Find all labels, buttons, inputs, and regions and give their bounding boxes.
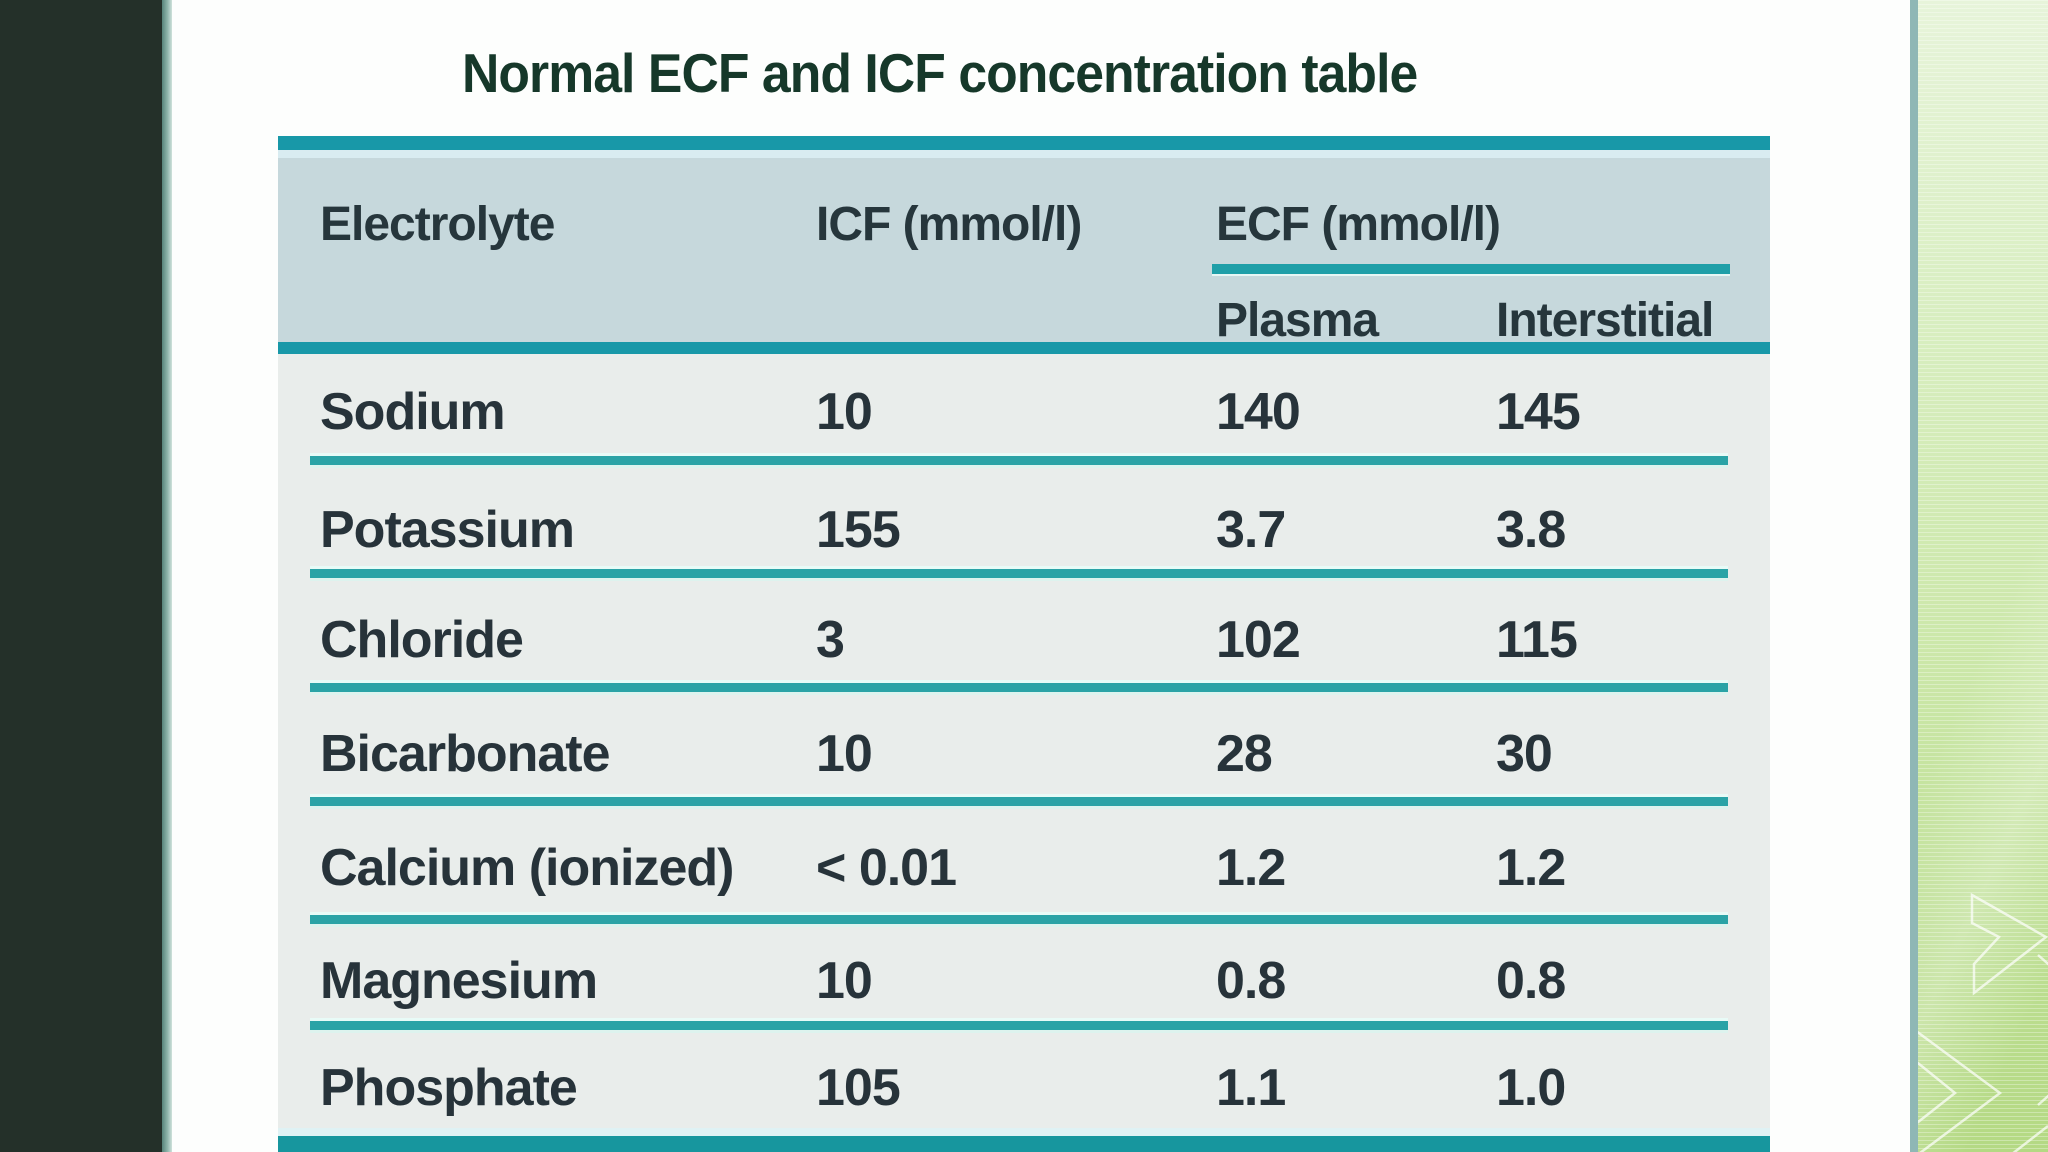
row-separator [310, 797, 1728, 806]
cell-electrolyte: Potassium [320, 501, 575, 559]
cell-icf: 10 [816, 383, 873, 441]
chevron-icon [1970, 892, 2048, 996]
ecf-group-underline [1212, 264, 1730, 274]
cell-electrolyte: Phosphate [320, 1059, 578, 1117]
cell-plasma: 140 [1216, 383, 1301, 441]
right-accent-panel [1918, 0, 2048, 1152]
cell-plasma: 1.2 [1216, 839, 1286, 897]
cell-electrolyte: Sodium [320, 383, 506, 441]
cell-plasma: 102 [1216, 611, 1301, 669]
cell-interstitial: 3.8 [1496, 501, 1566, 559]
cell-electrolyte: Calcium (ionized) [320, 839, 734, 897]
table-row: Phosphate 105 1.1 1.0 [278, 1058, 1770, 1118]
table-row: Bicarbonate 10 28 30 [278, 724, 1770, 784]
page-title: Normal ECF and ICF concentration table [462, 42, 1418, 104]
row-separator [310, 915, 1728, 924]
cell-interstitial: 30 [1496, 725, 1553, 783]
table-header: Electrolyte ICF (mmol/l) ECF (mmol/l) Pl… [278, 158, 1770, 347]
cell-electrolyte: Chloride [320, 611, 524, 669]
column-header-interstitial: Interstitial [1496, 294, 1714, 347]
table-body [278, 354, 1770, 1128]
cell-icf: 10 [816, 952, 873, 1010]
cell-interstitial: 145 [1496, 383, 1581, 441]
cell-electrolyte: Bicarbonate [320, 725, 611, 783]
cell-icf: 10 [816, 725, 873, 783]
table-row: Calcium (ionized) < 0.01 1.2 1.2 [278, 838, 1770, 898]
header-bottom-rule [278, 342, 1770, 354]
cell-plasma: 0.8 [1216, 952, 1286, 1010]
cell-icf: 105 [816, 1059, 901, 1117]
cell-plasma: 28 [1216, 725, 1273, 783]
row-separator [310, 569, 1728, 578]
cell-icf: < 0.01 [816, 839, 957, 897]
concentration-table: Electrolyte ICF (mmol/l) ECF (mmol/l) Pl… [278, 136, 1770, 1152]
row-separator [310, 1021, 1728, 1030]
cell-interstitial: 1.0 [1496, 1059, 1566, 1117]
row-separator [310, 683, 1728, 692]
green-panel-border [1910, 0, 1918, 1152]
column-header-ecf: ECF (mmol/l) [1216, 198, 1501, 251]
chevron-icon [2037, 954, 2048, 1106]
scanline-texture [1918, 0, 2048, 1152]
column-header-plasma: Plasma [1216, 294, 1379, 347]
table-bottom-highlight [278, 1128, 1770, 1136]
column-header-icf: ICF (mmol/l) [816, 198, 1082, 251]
cell-electrolyte: Magnesium [320, 952, 598, 1010]
cell-interstitial: 1.2 [1496, 839, 1566, 897]
cell-icf: 3 [816, 611, 845, 669]
chevron-icon [1918, 1030, 2003, 1152]
diagonal-sheen [1918, 0, 2048, 1152]
table-row: Chloride 3 102 115 [278, 610, 1770, 670]
table-top-bar [278, 136, 1770, 150]
table-top-highlight [278, 150, 1770, 158]
column-header-electrolyte: Electrolyte [320, 198, 555, 251]
cell-plasma: 1.1 [1216, 1059, 1286, 1117]
cell-plasma: 3.7 [1216, 501, 1286, 559]
cell-icf: 155 [816, 501, 901, 559]
table-row: Potassium 155 3.7 3.8 [278, 500, 1770, 560]
sidebar-divider-line [162, 0, 172, 1152]
cell-interstitial: 115 [1496, 611, 1578, 669]
table-bottom-bar [278, 1136, 1770, 1152]
cell-interstitial: 0.8 [1496, 952, 1566, 1010]
table-row: Sodium 10 140 145 [278, 382, 1770, 442]
row-separator [310, 456, 1728, 465]
chevron-icon [2012, 1125, 2048, 1152]
left-sidebar-panel [0, 0, 162, 1152]
chevron-pattern-icon [1918, 892, 2048, 1152]
table-row: Magnesium 10 0.8 0.8 [278, 951, 1770, 1011]
